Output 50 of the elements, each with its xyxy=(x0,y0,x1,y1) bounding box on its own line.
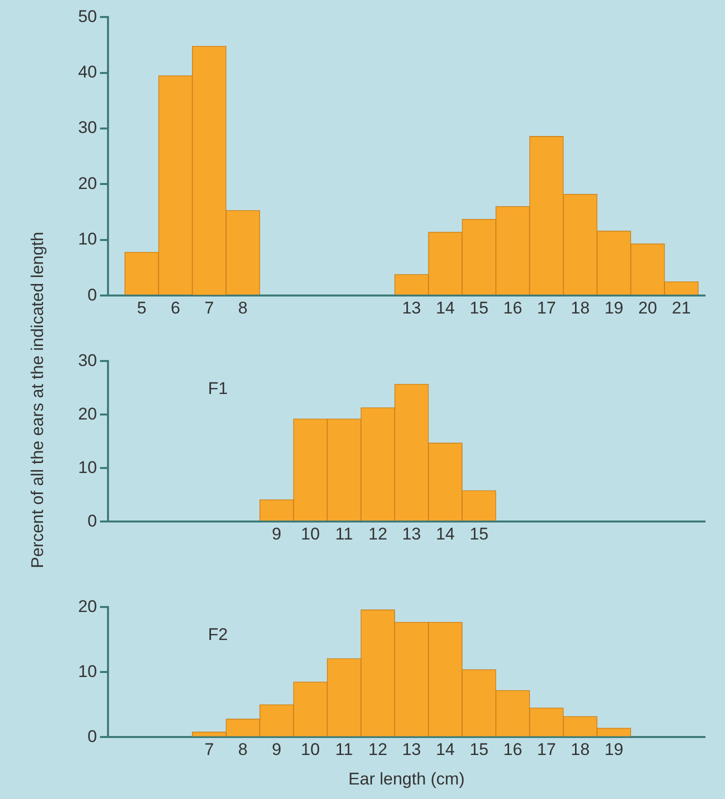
y-tick-label: 10 xyxy=(78,662,97,681)
x-tick-label: 14 xyxy=(436,740,455,760)
x-tick-label: 17 xyxy=(537,740,556,760)
y-tick-label: 30 xyxy=(78,350,97,370)
x-tick-label: 5 xyxy=(136,298,146,318)
annotation: F2 xyxy=(208,624,228,644)
x-tick-label: 17 xyxy=(537,298,556,318)
x-tick-label: 13 xyxy=(402,740,422,760)
y-tick-label: 20 xyxy=(78,174,97,193)
y-tick-label: 50 xyxy=(78,6,97,26)
annotation: F1 xyxy=(208,378,228,398)
y-tick-label: 0 xyxy=(88,511,97,530)
y-tick-label: 20 xyxy=(78,404,97,424)
x-tick-label: 10 xyxy=(300,740,320,760)
x-tick-label: 10 xyxy=(300,524,320,544)
y-tick-label: 10 xyxy=(78,458,97,477)
y-tick-label: 0 xyxy=(88,285,97,304)
x-tick-label: 8 xyxy=(238,298,248,318)
x-tick-label: 7 xyxy=(204,298,214,318)
x-tick-label: 14 xyxy=(436,524,455,544)
x-tick-label: 13 xyxy=(402,524,422,544)
x-tick-label: 18 xyxy=(570,740,590,760)
y-axis-title: Percent of all the ears at the indicated length xyxy=(28,232,48,568)
y-tick-label: 0 xyxy=(88,726,97,746)
y-tick-label: 20 xyxy=(78,596,97,616)
x-tick-label: 8 xyxy=(238,740,248,760)
x-tick-label: 15 xyxy=(470,740,488,760)
x-tick-label: 11 xyxy=(335,740,353,760)
x-tick-label: 18 xyxy=(570,298,590,318)
x-tick-label: 15 xyxy=(470,298,488,318)
x-tick-label: 6 xyxy=(170,298,180,318)
x-tick-label: 19 xyxy=(604,298,624,318)
x-tick-label: 14 xyxy=(436,298,455,318)
x-tick-label: 21 xyxy=(672,298,691,318)
x-tick-label: 9 xyxy=(272,524,282,544)
x-tick-label: 16 xyxy=(503,740,522,760)
y-tick-label: 30 xyxy=(78,118,97,138)
x-tick-label: 12 xyxy=(368,740,388,760)
y-tick-label: 40 xyxy=(78,62,97,82)
x-tick-label: 20 xyxy=(638,298,658,318)
x-tick-label: 7 xyxy=(204,740,214,760)
x-tick-label: 19 xyxy=(604,740,624,760)
x-tick-label: 11 xyxy=(335,524,353,544)
x-tick-label: 13 xyxy=(402,298,422,318)
x-tick-label: 15 xyxy=(470,524,488,544)
y-tick-label: 10 xyxy=(78,230,97,249)
x-tick-label: 16 xyxy=(503,298,522,318)
x-tick-label: 9 xyxy=(272,740,282,760)
x-tick-label: 12 xyxy=(368,524,388,544)
x-axis-title: Ear length (cm) xyxy=(348,769,465,788)
